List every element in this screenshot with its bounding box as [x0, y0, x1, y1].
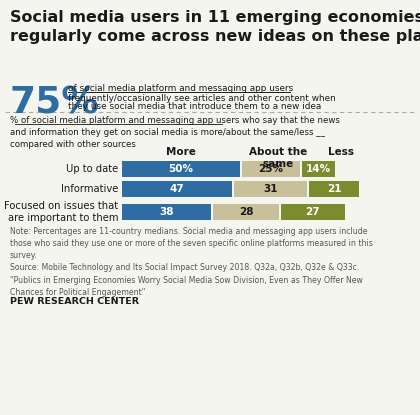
Bar: [302, 161, 335, 177]
Text: Focused on issues that
are important to them: Focused on issues that are important to …: [4, 201, 118, 223]
Bar: [122, 204, 211, 220]
Text: Note: Percentages are 11-country medians. Social media and messaging app users i: Note: Percentages are 11-country medians…: [10, 227, 373, 297]
Text: 25%: 25%: [258, 164, 284, 174]
Text: 50%: 50%: [168, 164, 193, 174]
Bar: [309, 181, 359, 197]
Text: Up to date: Up to date: [66, 164, 118, 174]
Text: Informative: Informative: [60, 184, 118, 194]
Text: they use social media that introduce them to a new idea: they use social media that introduce the…: [68, 102, 321, 111]
Text: PEW RESEARCH CENTER: PEW RESEARCH CENTER: [10, 297, 139, 306]
Text: % of social media platform and messaging app users who say that the news
and inf: % of social media platform and messaging…: [10, 116, 340, 149]
Text: of social media platform and messaging app users: of social media platform and messaging a…: [68, 84, 293, 93]
Text: 21: 21: [327, 184, 341, 194]
Text: 31: 31: [264, 184, 278, 194]
Text: frequently/occasionally see articles and other content when: frequently/occasionally see articles and…: [68, 94, 336, 103]
Text: 28: 28: [239, 207, 253, 217]
Bar: [281, 204, 344, 220]
Bar: [122, 181, 232, 197]
Bar: [122, 161, 239, 177]
Text: 47: 47: [170, 184, 185, 194]
Text: More: More: [166, 147, 196, 157]
Text: Less: Less: [328, 147, 354, 157]
Text: 14%: 14%: [306, 164, 331, 174]
Text: Social media users in 11 emerging economies
regularly come across new ideas on t: Social media users in 11 emerging econom…: [10, 10, 420, 44]
Text: 75%: 75%: [10, 85, 100, 121]
Text: 38: 38: [160, 207, 174, 217]
Bar: [213, 204, 279, 220]
Bar: [234, 181, 307, 197]
Bar: [241, 161, 300, 177]
Text: About the
same: About the same: [249, 147, 307, 168]
Text: 27: 27: [305, 207, 320, 217]
